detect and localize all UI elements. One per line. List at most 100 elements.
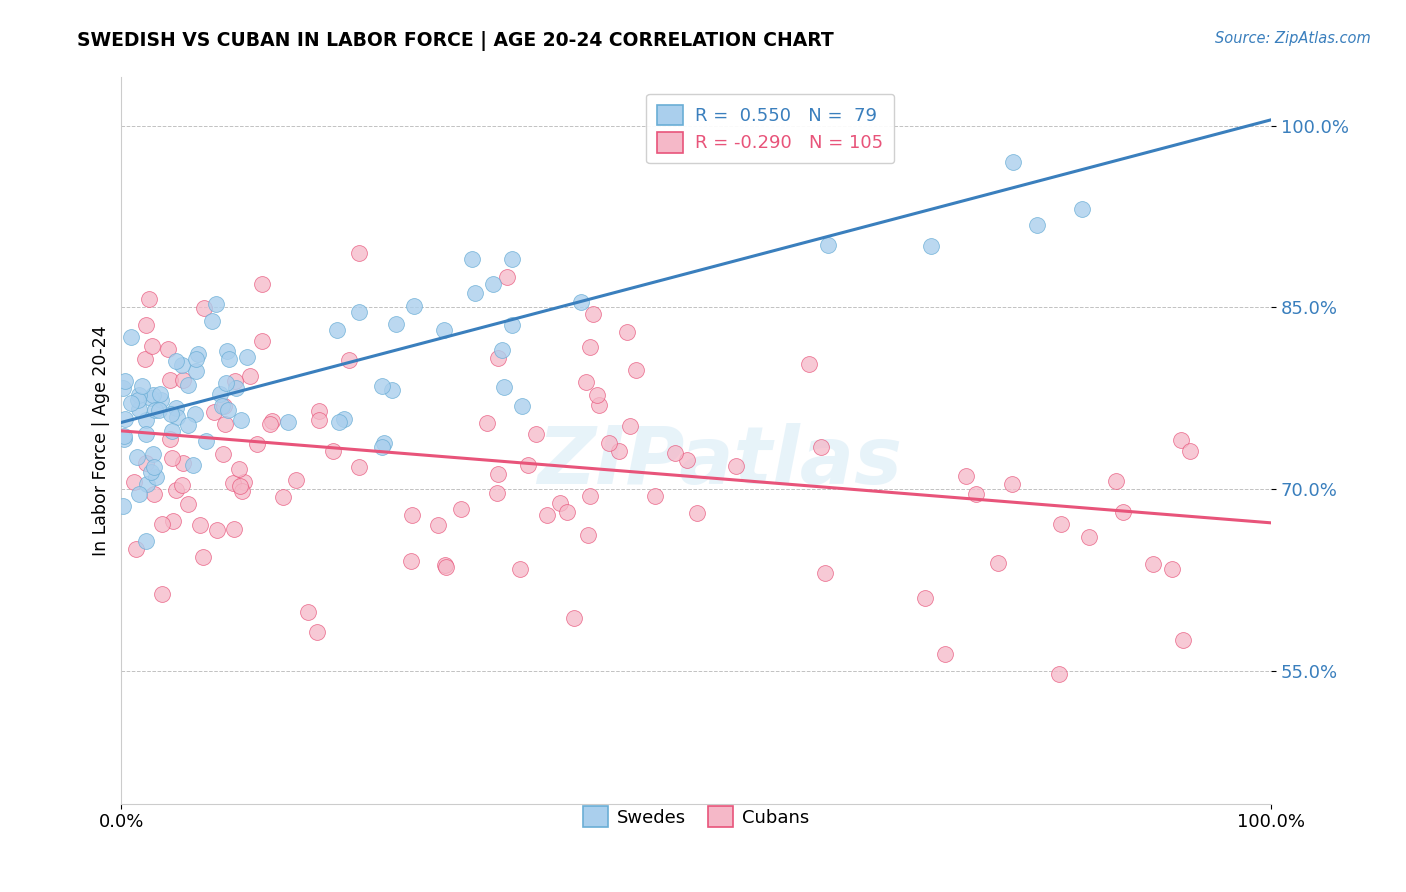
Point	[135, 534, 157, 549]
Point	[112, 432, 135, 446]
Point	[284, 474, 307, 488]
Point	[177, 377, 200, 392]
Point	[510, 399, 533, 413]
Point	[231, 483, 253, 498]
Point	[333, 411, 356, 425]
Point	[229, 479, 252, 493]
Point	[159, 373, 181, 387]
Point	[1142, 557, 1164, 571]
Point	[186, 364, 208, 378]
Point	[1078, 530, 1101, 544]
Point	[1170, 433, 1192, 447]
Point	[212, 399, 235, 413]
Point	[225, 381, 247, 395]
Point	[277, 415, 299, 429]
Point	[578, 489, 600, 503]
Point	[427, 518, 450, 533]
Point	[914, 591, 936, 605]
Point	[170, 359, 193, 373]
Point	[229, 413, 252, 427]
Point	[797, 357, 820, 371]
Point	[143, 402, 166, 417]
Point	[214, 417, 236, 431]
Point	[550, 495, 572, 509]
Point	[664, 446, 686, 460]
Point	[517, 458, 540, 472]
Point	[224, 374, 246, 388]
Point	[536, 508, 558, 522]
Point	[177, 418, 200, 433]
Point	[501, 318, 523, 333]
Point	[211, 447, 233, 461]
Point	[159, 432, 181, 446]
Point	[475, 416, 498, 430]
Point	[381, 383, 404, 397]
Point	[128, 388, 150, 402]
Point	[195, 434, 218, 449]
Point	[486, 351, 509, 366]
Point	[955, 468, 977, 483]
Point	[814, 566, 837, 580]
Point	[920, 239, 942, 253]
Point	[139, 466, 162, 480]
Point	[308, 412, 330, 426]
Point	[491, 343, 513, 357]
Point	[399, 554, 422, 568]
Point	[579, 340, 602, 354]
Point	[135, 318, 157, 333]
Point	[322, 443, 344, 458]
Point	[644, 489, 666, 503]
Point	[217, 403, 239, 417]
Point	[308, 404, 330, 418]
Point	[371, 440, 394, 454]
Text: SWEDISH VS CUBAN IN LABOR FORCE | AGE 20-24 CORRELATION CHART: SWEDISH VS CUBAN IN LABOR FORCE | AGE 20…	[77, 31, 834, 51]
Point	[724, 458, 747, 473]
Point	[482, 277, 505, 291]
Point	[259, 417, 281, 432]
Point	[1105, 474, 1128, 488]
Point	[120, 330, 142, 344]
Point	[569, 294, 592, 309]
Point	[193, 301, 215, 315]
Point	[598, 435, 620, 450]
Point	[1071, 202, 1094, 217]
Point	[486, 486, 509, 500]
Point	[128, 401, 150, 416]
Point	[166, 410, 188, 425]
Point	[562, 611, 585, 625]
Point	[177, 497, 200, 511]
Point	[114, 412, 136, 426]
Point	[181, 458, 204, 473]
Point	[810, 441, 832, 455]
Point	[162, 424, 184, 438]
Point	[494, 380, 516, 394]
Point	[262, 414, 284, 428]
Point	[114, 375, 136, 389]
Y-axis label: In Labor Force | Age 20-24: In Labor Force | Age 20-24	[93, 326, 110, 556]
Point	[127, 393, 149, 408]
Point	[1171, 632, 1194, 647]
Point	[217, 344, 239, 359]
Point	[433, 558, 456, 573]
Point	[619, 419, 641, 434]
Point	[607, 444, 630, 458]
Point	[373, 436, 395, 450]
Point	[143, 486, 166, 500]
Point	[184, 407, 207, 421]
Point	[1047, 667, 1070, 681]
Point	[401, 508, 423, 522]
Point	[205, 296, 228, 310]
Point	[404, 299, 426, 313]
Point	[149, 387, 172, 401]
Point	[1002, 155, 1025, 169]
Point	[160, 407, 183, 421]
Point	[156, 342, 179, 356]
Point	[222, 476, 245, 491]
Point	[464, 285, 486, 300]
Point	[190, 518, 212, 533]
Point	[208, 387, 231, 401]
Point	[450, 502, 472, 516]
Point	[934, 647, 956, 661]
Point	[142, 387, 165, 401]
Point	[187, 347, 209, 361]
